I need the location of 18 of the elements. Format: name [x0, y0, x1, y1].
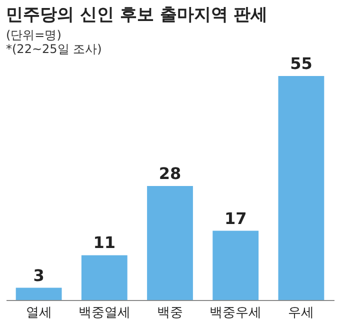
- data-label: 55: [290, 54, 312, 73]
- data-label: 17: [224, 208, 247, 228]
- chart-title: 민주당의 신인 후보 출마지역 판세: [6, 5, 268, 25]
- text: *(22~25일 조사): [6, 42, 102, 56]
- bar: [212, 230, 259, 300]
- data-label: 11: [93, 233, 116, 252]
- x-tick-label: 열세: [26, 306, 52, 320]
- x-tick-label: 우세: [288, 306, 314, 320]
- x-tick-label: 백중우세: [210, 306, 262, 320]
- bar: [278, 76, 324, 300]
- data-label: 28: [158, 164, 182, 183]
- x-tick-label: 백중열세: [78, 306, 130, 320]
- bar: [16, 288, 62, 300]
- bar: [81, 255, 128, 300]
- x-tick-label: 백중: [157, 306, 183, 320]
- chart-subtitle: (단위=명): [6, 28, 62, 42]
- bar: [147, 186, 193, 300]
- data-label: 3: [33, 266, 44, 285]
